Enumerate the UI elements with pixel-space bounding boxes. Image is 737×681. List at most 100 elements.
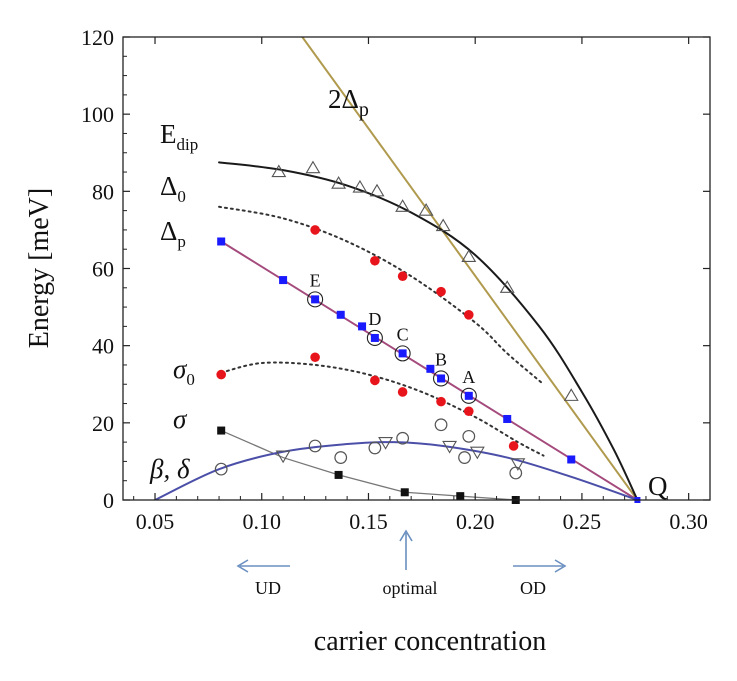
od-arrow-head bbox=[554, 559, 567, 573]
point-1-3 bbox=[436, 286, 446, 297]
point-5-4 bbox=[396, 431, 410, 445]
x-tick-label: 0.20 bbox=[456, 509, 495, 534]
point-3-3 bbox=[397, 387, 408, 397]
point-label: A bbox=[462, 367, 475, 387]
point-0-10 bbox=[563, 388, 579, 401]
point-label: B bbox=[435, 349, 447, 369]
point-label: E bbox=[310, 270, 321, 290]
point-3-1 bbox=[310, 352, 320, 363]
label-sigma-0: σ0 bbox=[173, 354, 195, 389]
point-3-4 bbox=[436, 396, 446, 407]
optimal-label: optimal bbox=[383, 578, 438, 598]
point-1-2 bbox=[397, 271, 408, 282]
point-4-1 bbox=[334, 470, 343, 479]
x-tick-label: 0.25 bbox=[563, 509, 602, 534]
doping-annotations: UD optimal OD bbox=[236, 529, 567, 598]
point-2-2 bbox=[311, 295, 320, 304]
od-label: OD bbox=[520, 578, 546, 598]
label-delta-p: Δp bbox=[160, 216, 186, 251]
point-0-4 bbox=[369, 183, 385, 197]
point-6-1 bbox=[378, 437, 394, 450]
y-tick-label: 40 bbox=[92, 334, 114, 359]
point-0-0 bbox=[271, 164, 287, 178]
curve-0 bbox=[301, 37, 639, 500]
point-labels: E DC BA bbox=[307, 270, 477, 404]
point-5-2 bbox=[334, 451, 348, 464]
fit-curves bbox=[154, 37, 639, 500]
y-tick-label: 60 bbox=[92, 257, 114, 282]
point-2-4 bbox=[358, 322, 367, 331]
point-label-ring bbox=[460, 387, 477, 404]
point-0-2 bbox=[331, 176, 347, 189]
point-1-1 bbox=[370, 255, 380, 266]
point-5-3 bbox=[368, 441, 382, 455]
point-4-2 bbox=[400, 488, 409, 497]
point-2-8 bbox=[437, 374, 446, 383]
x-axis-label: carrier concentration bbox=[314, 626, 546, 657]
point-2-7 bbox=[426, 364, 435, 373]
x-tick-label: 0.05 bbox=[136, 509, 175, 534]
point-2-6 bbox=[398, 349, 407, 358]
point-5-1 bbox=[308, 439, 322, 453]
curve-6 bbox=[154, 441, 639, 500]
point-3-5 bbox=[463, 406, 474, 417]
point-label-ring bbox=[432, 370, 450, 387]
point-5-0 bbox=[214, 462, 228, 476]
point-6-4 bbox=[510, 458, 526, 471]
point-1-4 bbox=[463, 310, 474, 320]
point-3-6 bbox=[508, 441, 519, 451]
y-tick-label: 100 bbox=[81, 102, 114, 127]
ud-arrow-head bbox=[236, 559, 249, 573]
point-label: D bbox=[368, 309, 381, 329]
point-label-ring bbox=[366, 329, 383, 347]
point-4-3 bbox=[456, 492, 465, 501]
ud-label: UD bbox=[255, 578, 281, 598]
point-1-0 bbox=[310, 225, 320, 235]
point-2-5 bbox=[370, 333, 379, 342]
curve-2 bbox=[218, 205, 545, 386]
y-tick-label: 120 bbox=[81, 25, 114, 50]
label-e-dip: Edip bbox=[160, 119, 198, 154]
curve-1 bbox=[218, 161, 639, 500]
x-tick-label: 0.15 bbox=[349, 509, 388, 534]
point-6-2 bbox=[442, 440, 458, 454]
point-0-6 bbox=[418, 203, 434, 216]
y-axis-label: Energy [meV] bbox=[24, 188, 55, 348]
point-label-ring bbox=[307, 291, 324, 308]
point-label: C bbox=[397, 324, 409, 344]
y-tick-label: 0 bbox=[103, 488, 114, 513]
y-tick-label: 20 bbox=[92, 411, 114, 436]
point-2-11 bbox=[567, 455, 576, 464]
point-2-10 bbox=[503, 414, 512, 423]
x-tick-label: 0.10 bbox=[242, 509, 281, 534]
point-3-0 bbox=[216, 369, 226, 380]
point-0-8 bbox=[461, 249, 477, 263]
label-beta-delta: β, δ bbox=[149, 454, 190, 484]
point-5-8 bbox=[509, 466, 523, 480]
point-0-3 bbox=[352, 179, 368, 193]
label-delta-0: Δ0 bbox=[160, 171, 186, 206]
label-point-q: Q bbox=[648, 471, 668, 501]
point-0-5 bbox=[395, 199, 411, 212]
label-2delta-p: 2Δp bbox=[328, 84, 369, 121]
point-0-9 bbox=[499, 280, 515, 293]
point-3-2 bbox=[370, 375, 380, 386]
point-5-5 bbox=[434, 418, 448, 432]
point-2-9 bbox=[464, 391, 473, 400]
point-2-3 bbox=[336, 310, 345, 319]
point-0-7 bbox=[435, 218, 451, 232]
y-tick-label: 80 bbox=[92, 179, 114, 204]
point-6-0 bbox=[275, 450, 291, 464]
data-markers bbox=[214, 160, 641, 504]
point-label-ring bbox=[394, 345, 411, 362]
point-4-0 bbox=[217, 426, 226, 435]
point-6-3 bbox=[469, 446, 485, 460]
plot-frame bbox=[122, 36, 711, 501]
axis-ticks: 0.05 0.10 0.15 0.20 0.25 0.30 0 20 40 60 80 100 120 bbox=[81, 25, 710, 534]
x-tick-label: 0.30 bbox=[669, 509, 708, 534]
point-5-6 bbox=[458, 451, 471, 464]
point-0-1 bbox=[305, 160, 321, 174]
point-2-0 bbox=[217, 237, 226, 246]
point-2-1 bbox=[279, 276, 288, 285]
